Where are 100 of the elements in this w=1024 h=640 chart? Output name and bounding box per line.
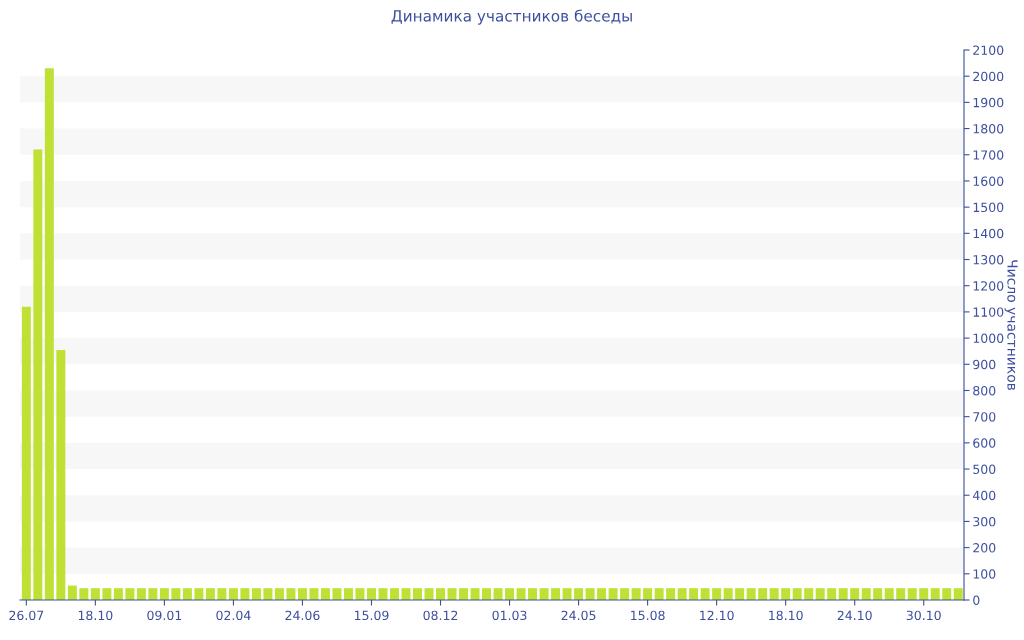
bar	[666, 588, 676, 600]
bar	[286, 588, 296, 600]
bar	[723, 588, 733, 600]
bar	[367, 588, 376, 600]
bar	[194, 588, 204, 600]
y-tick-label: 1700	[973, 150, 1004, 160]
bar	[297, 588, 307, 600]
y-tick-label: 1100	[973, 307, 1004, 317]
bar	[919, 588, 929, 600]
bar	[838, 588, 848, 600]
bar	[447, 588, 457, 600]
bar	[562, 588, 572, 600]
y-tick-label: 400	[972, 490, 996, 501]
bar	[343, 588, 353, 600]
bar	[459, 588, 469, 600]
bar	[240, 588, 250, 600]
bar	[873, 588, 883, 600]
bar	[436, 588, 445, 600]
y-tick-label: 100	[973, 569, 996, 579]
bar	[827, 588, 837, 600]
x-tick-label: 12.10	[700, 610, 734, 621]
bar	[746, 588, 756, 600]
bar	[884, 588, 894, 600]
x-tick-label: 24.05	[561, 610, 596, 621]
bar	[896, 588, 906, 600]
bar	[413, 588, 422, 600]
y-tick-label: 600	[973, 438, 996, 448]
bar	[712, 588, 722, 600]
x-tick-label: 09.01	[147, 610, 182, 621]
x-tick-label: 08.12	[423, 610, 458, 621]
bar	[148, 588, 158, 600]
bar	[677, 588, 687, 600]
bar	[355, 588, 365, 600]
bar	[528, 588, 538, 600]
y-tick-label: 200	[973, 543, 996, 553]
y-tick-label: 1800	[973, 124, 1004, 134]
x-tick-label: 26.07	[9, 610, 44, 621]
bar	[769, 588, 779, 600]
bar	[539, 588, 549, 600]
bar	[56, 349, 66, 600]
bar	[470, 588, 480, 600]
y-tick-label: 1300	[973, 255, 1004, 265]
bar	[700, 588, 710, 600]
y-tick-label: 0	[973, 595, 980, 605]
bar	[332, 588, 342, 600]
bar	[309, 588, 319, 600]
x-tick-label: 30.10	[906, 610, 941, 621]
bar	[505, 588, 515, 600]
bar	[159, 588, 169, 600]
bar	[274, 588, 284, 600]
bar	[113, 588, 123, 600]
bar	[217, 588, 227, 600]
y-tick-label: 1600	[973, 176, 1004, 186]
y-tick-label: 300	[973, 516, 996, 527]
chart-title: Динамика участников беседы	[391, 9, 632, 25]
x-tick-label: 18.10	[78, 610, 113, 621]
bar	[597, 588, 607, 600]
bar	[781, 588, 791, 600]
bar	[67, 585, 77, 600]
bar	[861, 588, 871, 600]
x-tick-label: 24.10	[837, 610, 872, 621]
y-tick-label: 1200	[973, 281, 1004, 291]
bar	[21, 306, 31, 600]
y-tick-label: 800	[973, 385, 996, 396]
bar	[942, 588, 952, 600]
bar	[643, 588, 653, 600]
y-axis-title: Число участников	[1004, 260, 1018, 391]
bar	[850, 588, 860, 600]
bar	[205, 588, 215, 600]
bar	[33, 149, 43, 600]
x-tick-label: 15.08	[631, 610, 665, 621]
bar	[585, 588, 595, 600]
bar	[654, 588, 664, 600]
bar	[79, 588, 89, 600]
bar	[171, 588, 181, 600]
bar	[136, 588, 146, 600]
x-tick-label: 02.04	[216, 610, 251, 621]
bar	[792, 588, 802, 600]
bar	[390, 588, 399, 600]
y-tick-label: 700	[973, 412, 996, 422]
bar	[758, 588, 768, 600]
bar	[953, 588, 963, 600]
bar	[574, 588, 584, 600]
y-tick-label: 2000	[973, 71, 1004, 82]
bar	[482, 588, 492, 600]
bar	[125, 588, 135, 600]
bar	[631, 588, 641, 600]
y-tick-label: 900	[973, 359, 996, 370]
bar	[620, 588, 630, 600]
x-tick-label: 01.03	[492, 610, 527, 621]
bar	[263, 588, 273, 600]
bar	[44, 68, 54, 600]
bar	[493, 588, 503, 600]
bar	[102, 588, 112, 600]
bar	[251, 588, 261, 600]
x-tick-label: 15.09	[354, 610, 389, 621]
y-tick-label: 500	[973, 464, 996, 474]
y-tick-label: 1400	[973, 228, 1004, 239]
bar	[804, 588, 814, 600]
bar	[228, 588, 238, 600]
